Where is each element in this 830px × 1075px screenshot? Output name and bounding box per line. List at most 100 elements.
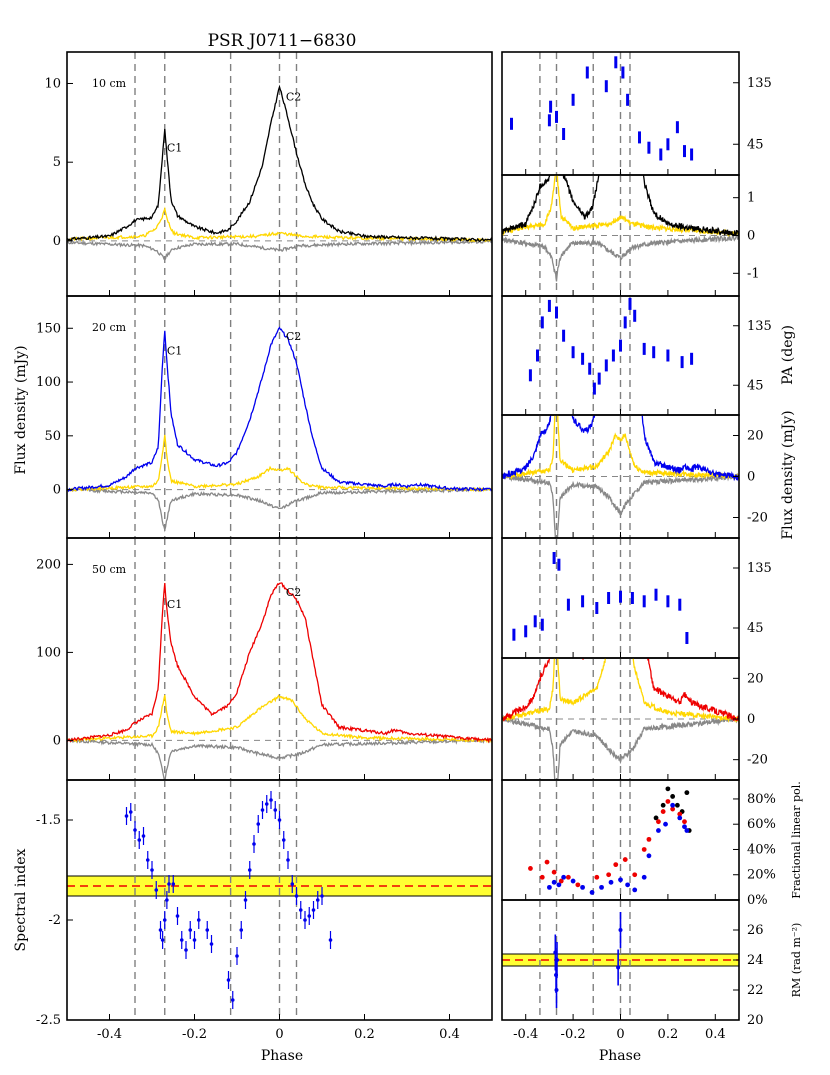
band0-c1-label: C1 — [167, 142, 182, 155]
fraclin-0-point-4 — [674, 802, 680, 808]
band0-ytick-label: 10 — [44, 76, 61, 91]
pa2-point-9 — [607, 592, 611, 604]
pa0-point-5 — [571, 93, 575, 106]
band2-ytick-label: 0 — [53, 733, 61, 748]
fraclin-1-point-5 — [565, 874, 571, 880]
band2-ytick-label: 100 — [36, 645, 61, 660]
spectral-index-point-22 — [226, 978, 231, 982]
spectral-index-point-19 — [196, 918, 201, 922]
pa2-point-8 — [595, 602, 599, 614]
rm-ytick-label: 26 — [747, 923, 764, 938]
pa1-point-15 — [628, 297, 632, 310]
fraclin-2-point-11 — [632, 887, 638, 893]
right-flux-axis-label: Flux density (mJy) — [780, 410, 796, 539]
fraclin-ytick-label: 60% — [747, 817, 776, 832]
pa2-point-12 — [642, 595, 646, 608]
spectral-xtick-label: 0.4 — [439, 1027, 460, 1042]
zoom1-circular-trace — [502, 473, 739, 538]
spectral-index-point-28 — [252, 842, 256, 846]
fraclin-1-point-4 — [558, 878, 564, 884]
zoom2-linear-trace — [502, 658, 739, 724]
spectral-index-point-15 — [179, 938, 184, 942]
rm-point-4 — [616, 965, 621, 970]
fraclin-ytick-label: 20% — [747, 868, 776, 883]
spectral-xtick-label: -0.4 — [97, 1027, 122, 1042]
band1-c2-label: C2 — [286, 330, 301, 343]
pa0-point-15 — [675, 121, 679, 134]
spectral-index-point-29 — [256, 822, 261, 826]
spectral-index-point-42 — [311, 908, 316, 912]
band2-c2-label: C2 — [286, 586, 301, 599]
band0-ytick-label: 5 — [53, 155, 61, 170]
rm-xtick-label: 0.4 — [705, 1027, 726, 1042]
spectral-index-point-41 — [307, 914, 312, 918]
right-x-axis-label: Phase — [599, 1048, 641, 1064]
fraclin-ytick-label: 40% — [747, 842, 776, 857]
zoom0-total-trace — [502, 175, 739, 237]
fraclin-1-point-11 — [632, 872, 638, 878]
pa1-point-5 — [562, 329, 566, 342]
spectral-index-point-26 — [243, 898, 248, 902]
pa1-point-14 — [623, 316, 627, 329]
rm-xtick-label: 0.2 — [658, 1027, 679, 1042]
spectral-index-point-21 — [209, 942, 214, 946]
pa1-point-9 — [592, 382, 596, 395]
pa1-point-8 — [588, 362, 592, 375]
pa1-point-10 — [597, 372, 601, 385]
pa2-point-16 — [685, 632, 689, 644]
spectral-index-point-11 — [165, 898, 169, 902]
pa1-point-21 — [690, 352, 694, 365]
fraclin-1-point-15 — [660, 809, 666, 814]
spectral-index-point-43 — [315, 898, 320, 902]
band0-c2-label: C2 — [286, 91, 301, 104]
band2-circular-trace — [67, 737, 492, 780]
spectral-xtick-label: 0.2 — [354, 1027, 375, 1042]
fraclin-1-point-13 — [646, 836, 652, 842]
fraclin-0-point-0 — [653, 815, 659, 821]
fraclin-2-point-18 — [682, 824, 687, 830]
rm-xtick-label: -0.2 — [561, 1027, 586, 1042]
fraclin-0-point-3 — [670, 794, 676, 799]
zoom2-circular-trace — [502, 714, 739, 780]
fraclin-1-point-19 — [682, 819, 687, 825]
spectral-index-point-38 — [294, 894, 299, 898]
pa2-point-1 — [524, 625, 528, 638]
spectral-ytick-label: -2 — [48, 913, 61, 928]
pa0-point-16 — [683, 145, 686, 158]
fraclin-2-point-17 — [677, 815, 683, 821]
spectral-index-point-2 — [133, 828, 137, 832]
spectral-index-point-4 — [141, 834, 146, 838]
spectral-index-point-25 — [239, 928, 244, 932]
pa2-point-15 — [678, 598, 682, 611]
spectral-index-point-5 — [145, 858, 150, 862]
spectral-index-point-40 — [303, 918, 307, 922]
spectral-index-point-44 — [320, 894, 324, 898]
band1-c1-label: C1 — [167, 344, 182, 357]
pa0-point-13 — [659, 148, 663, 161]
fraclin-1-point-1 — [539, 874, 545, 880]
zoom1-ytick-label: 20 — [747, 429, 764, 444]
spectral-index-point-35 — [281, 838, 286, 842]
pa0-ytick-label: 135 — [747, 76, 772, 91]
fraclin-2-point-0 — [547, 884, 552, 890]
pa1-point-19 — [666, 349, 670, 362]
spectral-index-point-0 — [124, 814, 129, 818]
spectral-index-point-34 — [277, 818, 282, 822]
pa1-ytick-label: 45 — [747, 378, 764, 393]
spectral-index-point-3 — [137, 838, 142, 842]
band1-label: 20 cm — [92, 321, 127, 334]
fraclin-2-point-9 — [618, 877, 623, 883]
spectral-index-point-23 — [230, 998, 235, 1002]
pa1-point-6 — [571, 346, 575, 359]
rm-ytick-label: 24 — [747, 953, 764, 968]
band1-circular-trace — [67, 486, 492, 533]
spectral-index-point-30 — [260, 808, 265, 812]
zoom0-ytick-label: -1 — [747, 266, 760, 281]
pa0-point-0 — [510, 117, 513, 130]
fraclin-2-point-15 — [663, 821, 668, 827]
right-pa-axis-label: PA (deg) — [780, 325, 796, 385]
spectral-index-point-31 — [264, 802, 269, 806]
spectral-index-point-45 — [328, 938, 333, 942]
pa1-point-2 — [540, 316, 544, 329]
fraclin-1-point-2 — [544, 859, 550, 865]
